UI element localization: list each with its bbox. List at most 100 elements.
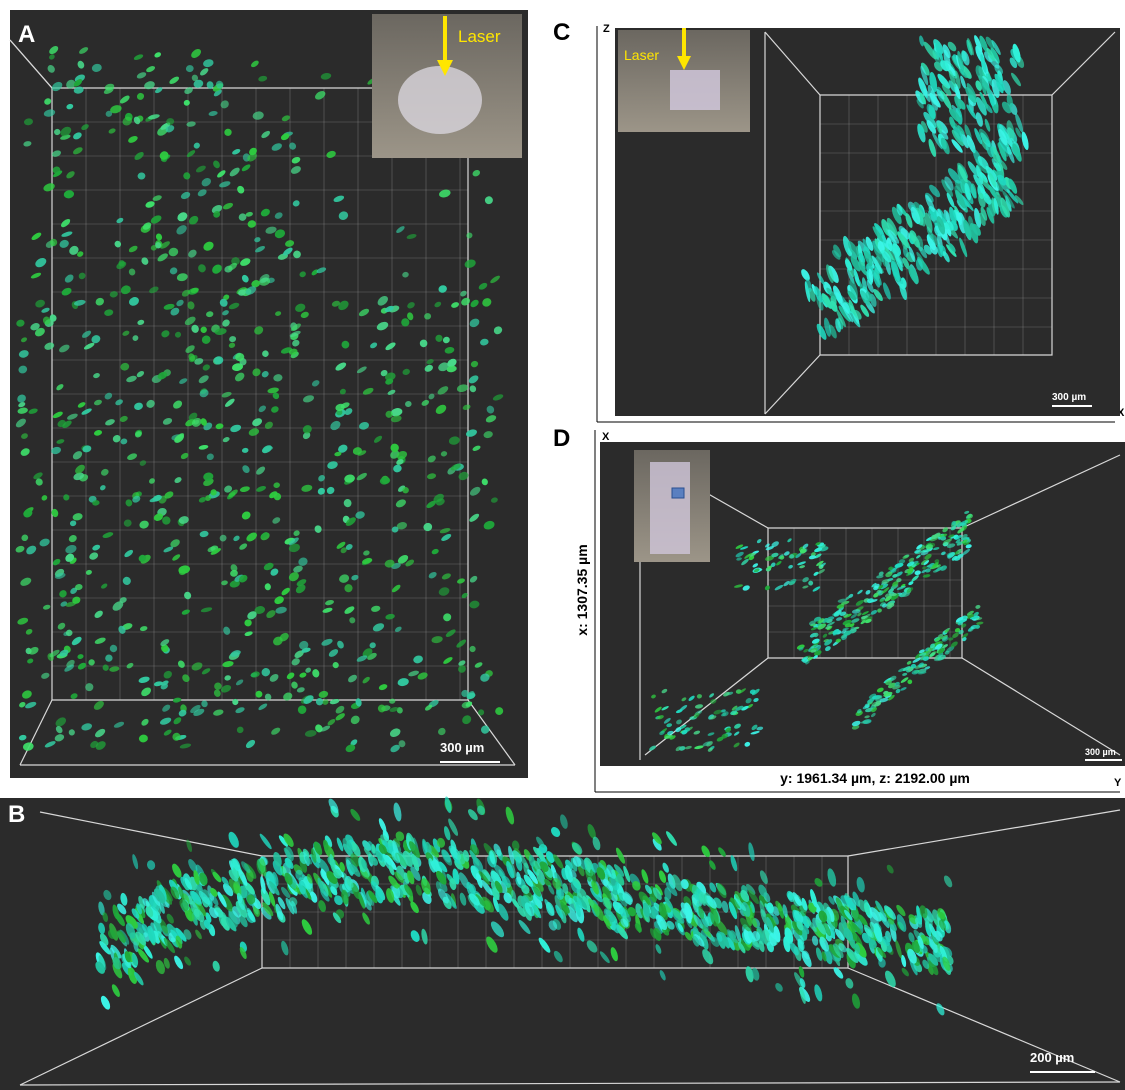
cell	[814, 984, 823, 1002]
cell	[702, 741, 711, 747]
cell	[469, 513, 480, 522]
cell	[317, 487, 326, 495]
cell	[842, 235, 853, 257]
cell	[107, 929, 116, 939]
cell	[480, 673, 490, 682]
cell	[180, 452, 189, 460]
cell	[958, 68, 968, 79]
cell	[884, 595, 892, 602]
cell	[435, 404, 447, 415]
cell	[278, 835, 288, 847]
cell	[461, 592, 468, 599]
cell	[231, 363, 244, 371]
cell	[238, 289, 246, 296]
cell	[201, 668, 211, 675]
cell	[938, 647, 945, 654]
cell	[81, 330, 92, 338]
cell	[128, 297, 140, 306]
cell	[162, 418, 173, 425]
cell	[863, 902, 870, 916]
cell	[666, 831, 677, 846]
cell	[676, 719, 682, 725]
cell	[588, 898, 598, 912]
cell	[335, 362, 347, 371]
cell	[426, 500, 436, 509]
cell	[236, 726, 244, 734]
cell	[17, 394, 26, 403]
cell	[494, 880, 503, 894]
cell	[985, 36, 995, 49]
cell	[578, 897, 588, 909]
cell	[322, 699, 329, 705]
cell	[203, 59, 214, 68]
cell	[343, 499, 352, 508]
cell	[936, 122, 943, 134]
cell	[25, 628, 33, 635]
cell	[394, 871, 404, 884]
cell	[155, 233, 163, 241]
cell	[813, 632, 819, 638]
cell	[356, 472, 367, 481]
cell	[134, 971, 144, 986]
region-marker	[671, 487, 685, 499]
cell	[396, 522, 408, 530]
cell	[145, 906, 154, 918]
cell	[886, 864, 894, 874]
cell	[22, 742, 34, 751]
cell	[960, 75, 966, 89]
cell	[72, 451, 83, 460]
cell	[721, 900, 729, 913]
cell	[410, 901, 419, 914]
cell	[339, 388, 346, 395]
cell	[93, 700, 104, 710]
cell	[94, 399, 102, 406]
cell	[577, 864, 585, 877]
cell	[438, 362, 449, 372]
cell	[977, 155, 989, 170]
cell	[997, 174, 1007, 186]
cell	[825, 625, 831, 630]
cell	[213, 89, 222, 97]
cell	[918, 649, 925, 654]
cell	[56, 439, 65, 444]
cell	[735, 551, 744, 558]
cell	[316, 267, 327, 274]
cell	[926, 120, 937, 134]
cell	[530, 902, 542, 919]
cell	[328, 649, 339, 657]
cell	[568, 897, 578, 912]
cell	[280, 133, 290, 141]
scale-bar-label: 300 µm	[440, 740, 484, 755]
cell	[934, 930, 943, 942]
cell	[235, 372, 245, 382]
cell	[116, 930, 126, 943]
cell	[1006, 146, 1015, 164]
cell	[721, 932, 730, 949]
cell	[532, 886, 542, 897]
cell	[462, 404, 471, 411]
cell	[395, 831, 405, 842]
cell	[818, 618, 825, 624]
cell	[964, 510, 970, 514]
cell	[75, 464, 85, 474]
cell	[960, 623, 967, 628]
cell	[727, 937, 735, 951]
cell	[123, 519, 132, 527]
cell	[159, 151, 169, 160]
cell	[789, 578, 797, 584]
cell	[229, 336, 237, 343]
cell	[173, 400, 183, 409]
cell	[103, 889, 112, 901]
cell	[688, 695, 695, 701]
cell	[868, 939, 877, 949]
cell	[935, 42, 944, 62]
cell	[122, 330, 130, 336]
cell	[131, 953, 139, 966]
cell	[173, 717, 182, 725]
cell	[486, 405, 495, 414]
cell	[954, 95, 962, 110]
cell	[98, 955, 107, 971]
cell	[891, 206, 902, 225]
cell	[405, 400, 412, 408]
cell	[946, 244, 957, 257]
